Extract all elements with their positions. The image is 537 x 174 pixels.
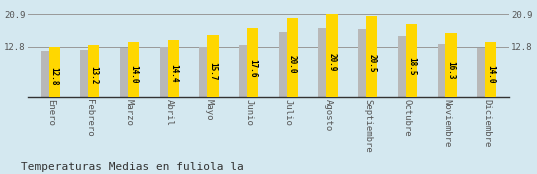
Bar [81, 50, 91, 97]
Text: 14.4: 14.4 [169, 64, 178, 83]
Text: Temperaturas Medias en fuliola la: Temperaturas Medias en fuliola la [21, 162, 244, 172]
Text: 14.0: 14.0 [486, 65, 495, 83]
Text: 13.2: 13.2 [90, 66, 98, 85]
Bar [247, 27, 258, 97]
Bar [89, 45, 99, 97]
Bar [358, 29, 369, 97]
Bar [239, 45, 250, 97]
Bar [160, 47, 171, 97]
Bar [477, 48, 488, 97]
Bar [326, 14, 338, 97]
Text: 20.5: 20.5 [367, 54, 376, 72]
Text: 18.5: 18.5 [407, 57, 416, 76]
Bar [318, 28, 330, 97]
Bar [207, 35, 219, 97]
Text: 16.3: 16.3 [447, 61, 455, 79]
Bar [199, 47, 211, 97]
Bar [168, 40, 179, 97]
Text: 14.0: 14.0 [129, 65, 138, 83]
Bar [287, 18, 298, 97]
Bar [128, 42, 139, 97]
Text: 20.0: 20.0 [288, 55, 297, 73]
Bar [485, 42, 496, 97]
Bar [49, 47, 60, 97]
Bar [438, 44, 448, 97]
Bar [406, 24, 417, 97]
Bar [446, 33, 456, 97]
Bar [120, 48, 131, 97]
Bar [41, 50, 52, 97]
Bar [398, 36, 409, 97]
Text: 15.7: 15.7 [208, 62, 217, 80]
Text: 12.8: 12.8 [50, 67, 59, 85]
Text: 17.6: 17.6 [248, 59, 257, 77]
Bar [366, 16, 377, 97]
Text: 20.9: 20.9 [328, 53, 337, 72]
Bar [279, 32, 290, 97]
